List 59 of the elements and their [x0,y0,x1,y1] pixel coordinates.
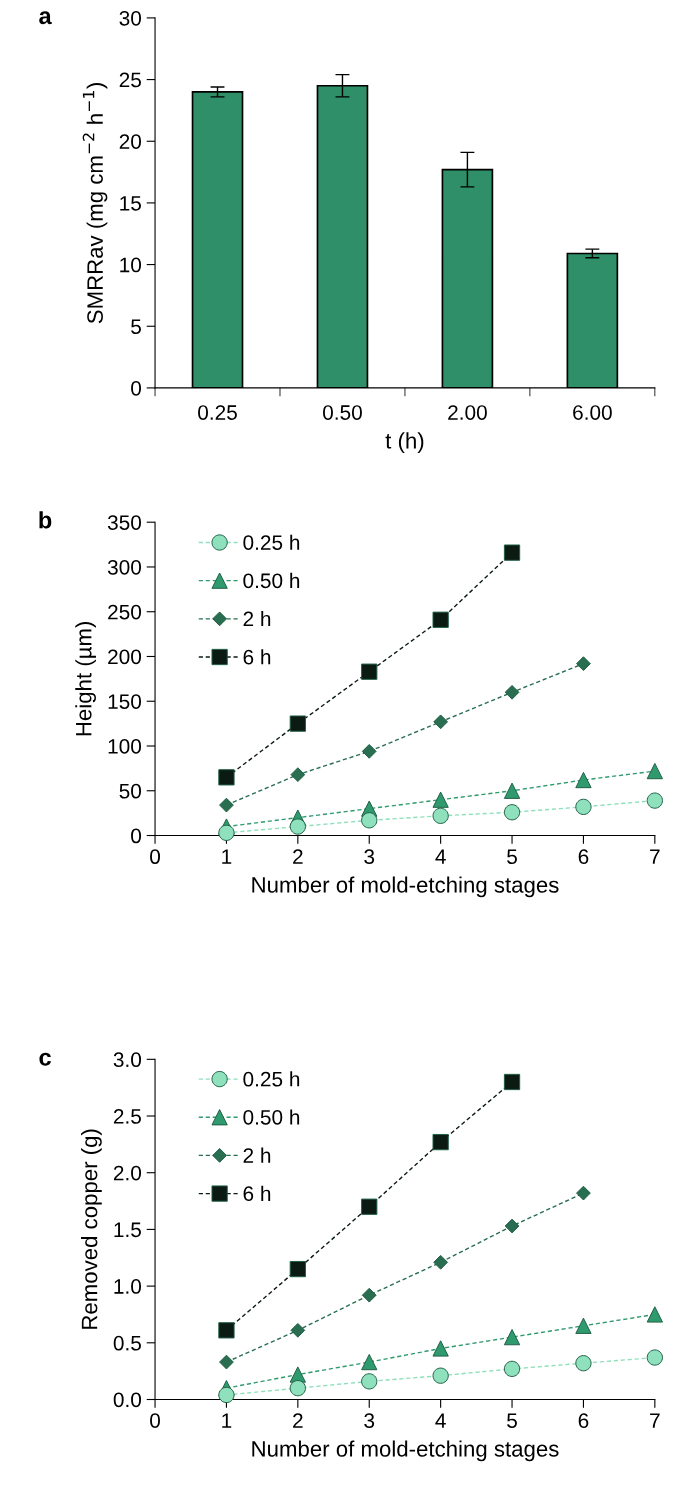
x-tick-label: 4 [435,849,446,864]
y-tick-label: 250 [108,604,142,620]
x-tick-label: 2 [293,849,303,864]
x-tick-label: 1 [222,1413,232,1428]
x-tick-label: 4 [435,1413,446,1428]
text: b [39,511,52,529]
y-axis-title: Removed copper (g) [81,1129,102,1329]
x-tick-label: 0.50 [323,405,362,420]
x-tick-label: 0 [150,1413,161,1428]
x-tick-label: 1 [222,849,232,864]
x-axis-title: Number of mold-etching stages [252,1440,559,1462]
y-tick-label: 0 [131,828,142,844]
x-tick-label: 3 [364,1413,375,1428]
y-tick-label: 2.0 [113,1165,142,1181]
legend-label: 0.50 h [243,572,300,589]
y-tick-label: 50 [119,783,142,799]
y-tick-label: 350 [107,515,142,530]
legend-label: 2 h [243,1147,271,1163]
text: a [39,11,52,25]
y-tick-label: 3.0 [113,1052,142,1068]
y-tick-label: 300 [107,559,142,575]
x-tick-label: 2 [293,1413,303,1428]
y-axis-title: SMRRav (mg cm$^{−2}$ h$^{−1}$) [82,83,108,324]
y-tick-label: 15 [120,196,141,211]
y-tick-label: 10 [120,257,142,273]
y-tick-label: 20 [119,134,142,149]
y-tick-label: 2.5 [113,1109,141,1124]
y-tick-label: 200 [108,649,142,665]
x-tick-label: 3 [364,849,375,865]
y-tick-label: 0.5 [113,1335,141,1351]
y-tick-label: 5 [131,319,141,334]
legend-label: 0.50 h [243,1109,300,1125]
y-tick-label: 1.0 [114,1279,142,1294]
text: c [39,1052,51,1066]
y-tick-label: 0.0 [113,1392,142,1408]
y-tick-label: 25 [119,72,141,88]
x-tick-label: 0.25 [198,405,237,420]
x-tick-label: 2.00 [448,405,487,420]
legend-label: 0.25 h [243,534,300,550]
y-tick-label: 150 [108,694,142,709]
x-tick-label: 6 [578,1413,589,1428]
x-tick-label: 7 [650,1413,660,1428]
x-tick-label: 7 [650,849,660,864]
y-axis-title: Height (µm) [75,621,96,736]
y-tick-label: 100 [108,739,142,754]
y-tick-label: 1.5 [114,1222,141,1238]
legend-label: 6 h [243,649,271,665]
y-tick-label: 0 [131,380,142,396]
y-tick-label: 30 [119,10,142,26]
legend-label: 2 h [243,611,271,627]
x-tick-label: 6.00 [573,405,612,420]
x-axis-title: t (h) [385,432,424,454]
x-tick-label: 5 [507,1413,517,1428]
legend-label: 0.25 h [243,1071,300,1087]
x-axis-title: Number of mold-etching stages [252,876,559,898]
x-tick-label: 5 [507,849,517,865]
x-tick-label: 6 [578,849,589,865]
x-tick-label: 0 [150,849,161,865]
legend-label: 6 h [243,1185,271,1202]
